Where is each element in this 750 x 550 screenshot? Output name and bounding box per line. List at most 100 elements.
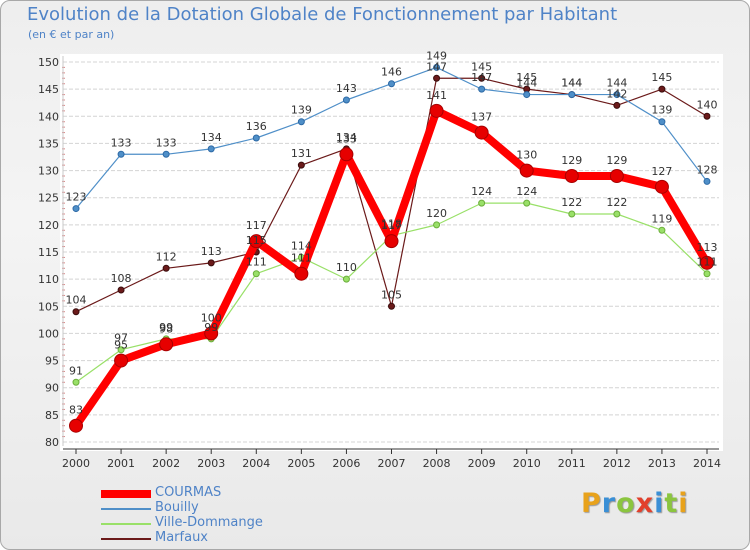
x-tick-label: 2001	[107, 457, 135, 470]
legend-swatch	[101, 523, 151, 525]
logo-letter: x	[636, 488, 654, 519]
data-label-courmas: 83	[69, 404, 83, 417]
point-bouilly	[208, 146, 214, 152]
data-label-ville-dommange: 122	[606, 196, 627, 209]
y-tick-label: 145	[38, 83, 59, 96]
data-label-bouilly: 147	[471, 71, 492, 84]
data-label-ville-dommange: 122	[561, 196, 582, 209]
data-label-courmas: 117	[246, 219, 267, 232]
legend-swatch	[101, 490, 151, 498]
data-label-courmas: 111	[291, 252, 312, 265]
point-ville-dommange	[524, 200, 530, 206]
data-label-courmas: 141	[426, 89, 447, 102]
point-marfaux	[73, 309, 79, 315]
data-label-courmas: 129	[561, 154, 582, 167]
data-label-courmas: 98	[159, 322, 173, 335]
point-courmas	[160, 338, 173, 351]
point-marfaux	[389, 303, 395, 309]
y-tick-label: 80	[45, 436, 59, 449]
legend-label: COURMAS	[155, 485, 221, 500]
point-courmas	[655, 180, 668, 193]
data-label-bouilly: 133	[156, 136, 177, 149]
point-marfaux	[118, 287, 124, 293]
data-label-courmas: 113	[697, 241, 718, 254]
point-courmas	[475, 126, 488, 139]
legend-item-bouilly: Bouilly	[101, 501, 401, 516]
data-label-bouilly: 144	[516, 77, 537, 90]
x-tick-label: 2003	[197, 457, 225, 470]
x-tick-label: 2007	[378, 457, 406, 470]
point-courmas	[295, 267, 308, 280]
point-ville-dommange	[704, 271, 710, 277]
y-tick-label: 100	[38, 327, 59, 340]
point-marfaux	[704, 113, 710, 119]
data-label-bouilly: 136	[246, 120, 267, 133]
point-courmas	[340, 148, 353, 161]
point-courmas	[385, 235, 398, 248]
y-tick-label: 135	[38, 137, 59, 150]
x-tick-label: 2010	[513, 457, 541, 470]
logo-letter: r	[602, 488, 616, 519]
x-tick-label: 2013	[648, 457, 676, 470]
point-marfaux	[208, 260, 214, 266]
point-ville-dommange	[479, 200, 485, 206]
chart-frame: Evolution de la Dotation Globale de Fonc…	[0, 0, 750, 550]
x-tick-label: 2012	[603, 457, 631, 470]
y-tick-label: 110	[38, 273, 59, 286]
logo-letter: i	[654, 488, 664, 519]
point-marfaux	[434, 75, 440, 81]
y-tick-label: 105	[38, 300, 59, 313]
point-courmas	[115, 354, 128, 367]
y-tick-label: 95	[45, 355, 59, 368]
point-marfaux	[659, 86, 665, 92]
y-tick-label: 150	[38, 56, 59, 69]
data-label-courmas: 133	[336, 132, 357, 145]
data-label-marfaux: 145	[651, 71, 672, 84]
legend-item-courmas: COURMAS	[101, 486, 401, 501]
point-marfaux	[614, 102, 620, 108]
line-chart: 8085909510010511011512012513013514014515…	[1, 1, 749, 549]
data-label-marfaux: 113	[201, 245, 222, 258]
legend-label: Marfaux	[155, 530, 208, 545]
point-marfaux	[298, 162, 304, 168]
logo-letter: o	[616, 488, 636, 519]
point-marfaux	[163, 265, 169, 271]
data-label-marfaux: 140	[697, 98, 718, 111]
legend-item-marfaux: Marfaux	[101, 531, 401, 546]
legend: COURMAS Bouilly Ville-Dommange Marfaux	[101, 486, 401, 546]
y-tick-label: 90	[45, 382, 59, 395]
logo-letter: P	[581, 488, 602, 519]
point-ville-dommange	[253, 271, 259, 277]
data-label-ville-dommange: 124	[516, 185, 537, 198]
data-label-marfaux: 112	[156, 250, 177, 263]
data-label-ville-dommange: 124	[471, 185, 492, 198]
point-bouilly	[659, 119, 665, 125]
data-label-ville-dommange: 114	[291, 239, 312, 252]
data-label-marfaux: 108	[111, 272, 132, 285]
data-label-marfaux: 131	[291, 147, 312, 160]
point-bouilly	[253, 135, 259, 141]
legend-swatch	[101, 538, 151, 540]
data-label-marfaux: 105	[381, 288, 402, 301]
legend-label: Ville-Dommange	[155, 515, 263, 530]
point-bouilly	[479, 86, 485, 92]
data-label-bouilly: 133	[111, 136, 132, 149]
x-tick-label: 2011	[558, 457, 586, 470]
data-label-bouilly: 139	[291, 104, 312, 117]
data-label-ville-dommange: 111	[697, 256, 718, 269]
data-label-courmas: 127	[651, 165, 672, 178]
x-tick-label: 2002	[152, 457, 180, 470]
legend-label: Bouilly	[155, 500, 199, 515]
point-ville-dommange	[614, 211, 620, 217]
point-ville-dommange	[434, 222, 440, 228]
point-bouilly	[298, 119, 304, 125]
y-tick-label: 115	[38, 246, 59, 259]
data-label-courmas: 129	[606, 154, 627, 167]
data-label-bouilly: 144	[606, 77, 627, 90]
x-tick-label: 2008	[423, 457, 451, 470]
legend-swatch	[101, 508, 151, 510]
x-tick-label: 2000	[62, 457, 90, 470]
data-label-ville-dommange: 111	[246, 256, 267, 269]
point-bouilly	[343, 97, 349, 103]
x-tick-label: 2004	[242, 457, 270, 470]
